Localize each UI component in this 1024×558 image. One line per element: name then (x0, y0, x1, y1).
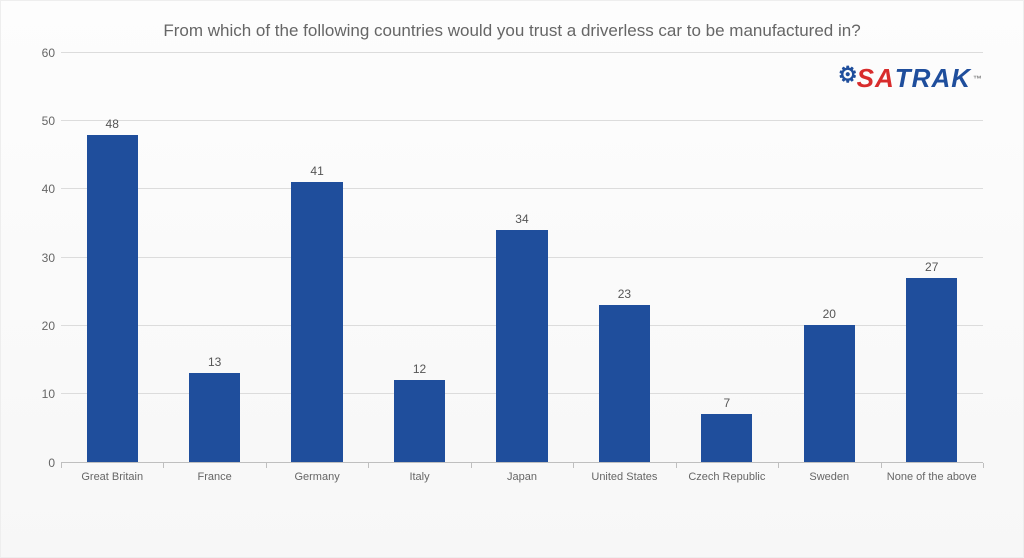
bar-value-label: 48 (106, 117, 119, 131)
bar-value-label: 41 (310, 164, 323, 178)
y-tick-label: 60 (31, 46, 55, 60)
chart-title: From which of the following countries wo… (31, 19, 993, 43)
bar-slot: 23 (573, 53, 675, 462)
bar-value-label: 7 (724, 396, 731, 410)
bar-slot: 20 (778, 53, 880, 462)
x-axis-label: Czech Republic (676, 463, 778, 493)
x-tick-mark (983, 463, 984, 468)
y-tick-label: 0 (31, 456, 55, 470)
x-tick-mark (163, 463, 164, 468)
bars-group: 48 13 41 12 34 23 7 20 27 (61, 53, 983, 463)
bar-value-label: 13 (208, 355, 221, 369)
x-tick-mark (778, 463, 779, 468)
bar-slot: 41 (266, 53, 368, 462)
bar-value-label: 27 (925, 260, 938, 274)
x-axis-label: None of the above (881, 463, 983, 493)
bar (394, 380, 445, 462)
x-axis-label: Sweden (778, 463, 880, 493)
bar-slot: 27 (881, 53, 983, 462)
bar (291, 182, 342, 461)
x-axis-labels: Great BritainFranceGermanyItalyJapanUnit… (61, 463, 983, 493)
x-tick-mark (676, 463, 677, 468)
bar-value-label: 20 (823, 307, 836, 321)
x-axis-label: United States (573, 463, 675, 493)
bar (189, 373, 240, 462)
bar (701, 414, 752, 462)
x-tick-mark (266, 463, 267, 468)
y-tick-label: 50 (31, 114, 55, 128)
chart-container: From which of the following countries wo… (0, 0, 1024, 558)
x-axis-label: France (163, 463, 265, 493)
bar-value-label: 12 (413, 362, 426, 376)
bar-value-label: 34 (515, 212, 528, 226)
bar-slot: 13 (163, 53, 265, 462)
y-axis: 0102030405060 (31, 53, 59, 463)
x-axis-label: Great Britain (61, 463, 163, 493)
y-tick-label: 30 (31, 251, 55, 265)
plot-area: 0102030405060 48134112342372027 Great Br… (61, 53, 983, 493)
x-tick-mark (61, 463, 62, 468)
bar-slot: 7 (676, 53, 778, 462)
x-tick-mark (573, 463, 574, 468)
bar (87, 135, 138, 462)
x-axis-label: Italy (368, 463, 470, 493)
x-axis-label: Germany (266, 463, 368, 493)
y-tick-label: 40 (31, 182, 55, 196)
bar-value-label: 23 (618, 287, 631, 301)
y-tick-label: 20 (31, 319, 55, 333)
x-tick-mark (368, 463, 369, 468)
bar (599, 305, 650, 462)
bar (804, 325, 855, 461)
bar-slot: 48 (61, 53, 163, 462)
bar (906, 278, 957, 462)
x-tick-mark (881, 463, 882, 468)
bar-slot: 34 (471, 53, 573, 462)
y-tick-label: 10 (31, 387, 55, 401)
bar (496, 230, 547, 462)
x-axis-label: Japan (471, 463, 573, 493)
bar-slot: 12 (368, 53, 470, 462)
x-tick-mark (471, 463, 472, 468)
